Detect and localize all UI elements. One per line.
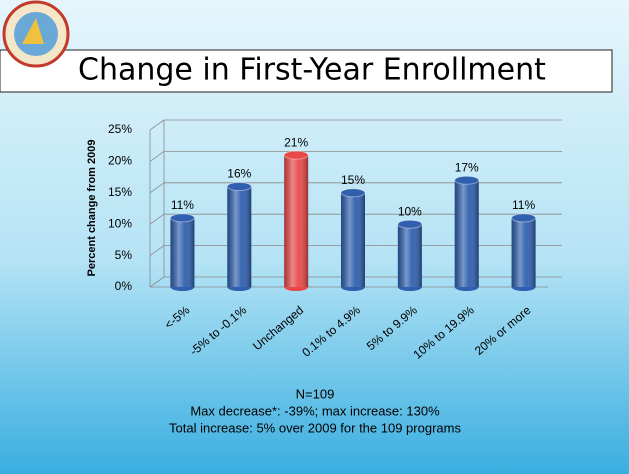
bar-cap [283, 150, 309, 160]
grid-line [149, 119, 165, 131]
y-tick-label: 10% [108, 216, 132, 230]
bar-shine [454, 180, 479, 287]
data-label: 11% [171, 198, 194, 212]
bar-shine [227, 186, 252, 287]
note: Total increase: 5% over 2009 for the 109… [169, 420, 461, 435]
bar-cap [340, 188, 366, 198]
grid-line [149, 182, 165, 194]
y-axis-label: Percent change from 2009 [86, 140, 98, 277]
grid-line [149, 213, 165, 225]
grid-line [149, 151, 165, 162]
y-tick-label: 5% [115, 248, 133, 262]
bar-shine [397, 224, 422, 287]
bar-shine [341, 192, 365, 287]
bar-shine [511, 217, 536, 287]
data-label: 16% [227, 167, 251, 181]
logo [2, 0, 70, 68]
bar-cap [511, 213, 537, 223]
bar-shine [170, 217, 195, 287]
data-label: 11% [512, 198, 535, 212]
note: Max decrease*: -39%; max increase: 130% [190, 403, 440, 418]
data-label: 21% [284, 135, 308, 149]
y-tick-label: 20% [108, 154, 132, 168]
data-label: 17% [455, 160, 479, 174]
data-label: 15% [341, 173, 365, 187]
grid-line [149, 276, 165, 288]
y-tick-label: 25% [108, 122, 132, 136]
grid-line [149, 245, 165, 256]
note: N=109 [296, 386, 335, 401]
bar-cap [226, 182, 252, 192]
bar-cap [397, 219, 423, 229]
bar-cap [454, 175, 480, 185]
bar-cap [169, 213, 195, 223]
y-tick-label: 15% [108, 185, 132, 199]
data-label: 10% [398, 204, 422, 218]
title-bar [0, 49, 613, 93]
chart-title: Change in First-Year Enrollment [78, 53, 546, 88]
y-tick-label: 0% [115, 279, 133, 293]
bar-shine [284, 155, 309, 287]
